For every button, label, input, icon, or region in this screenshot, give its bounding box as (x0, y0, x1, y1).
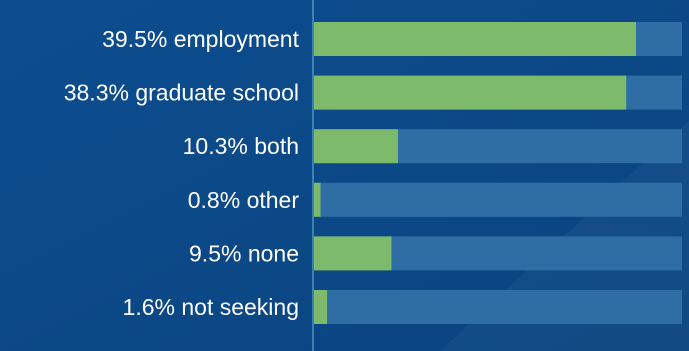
bar-track (314, 182, 682, 217)
bar (314, 182, 321, 217)
bar (314, 236, 392, 271)
bar (314, 22, 636, 56)
category-label: 38.3% graduate school (64, 80, 299, 106)
category-label: 39.5% employment (102, 26, 299, 52)
bar (314, 290, 328, 324)
bar-track (314, 290, 682, 324)
bar (314, 75, 627, 110)
category-label: 10.3% both (183, 133, 299, 159)
bar (314, 129, 398, 164)
category-label: 0.8% other (188, 187, 300, 213)
category-label: 9.5% none (189, 240, 299, 266)
category-label: 1.6% not seeking (123, 294, 299, 320)
